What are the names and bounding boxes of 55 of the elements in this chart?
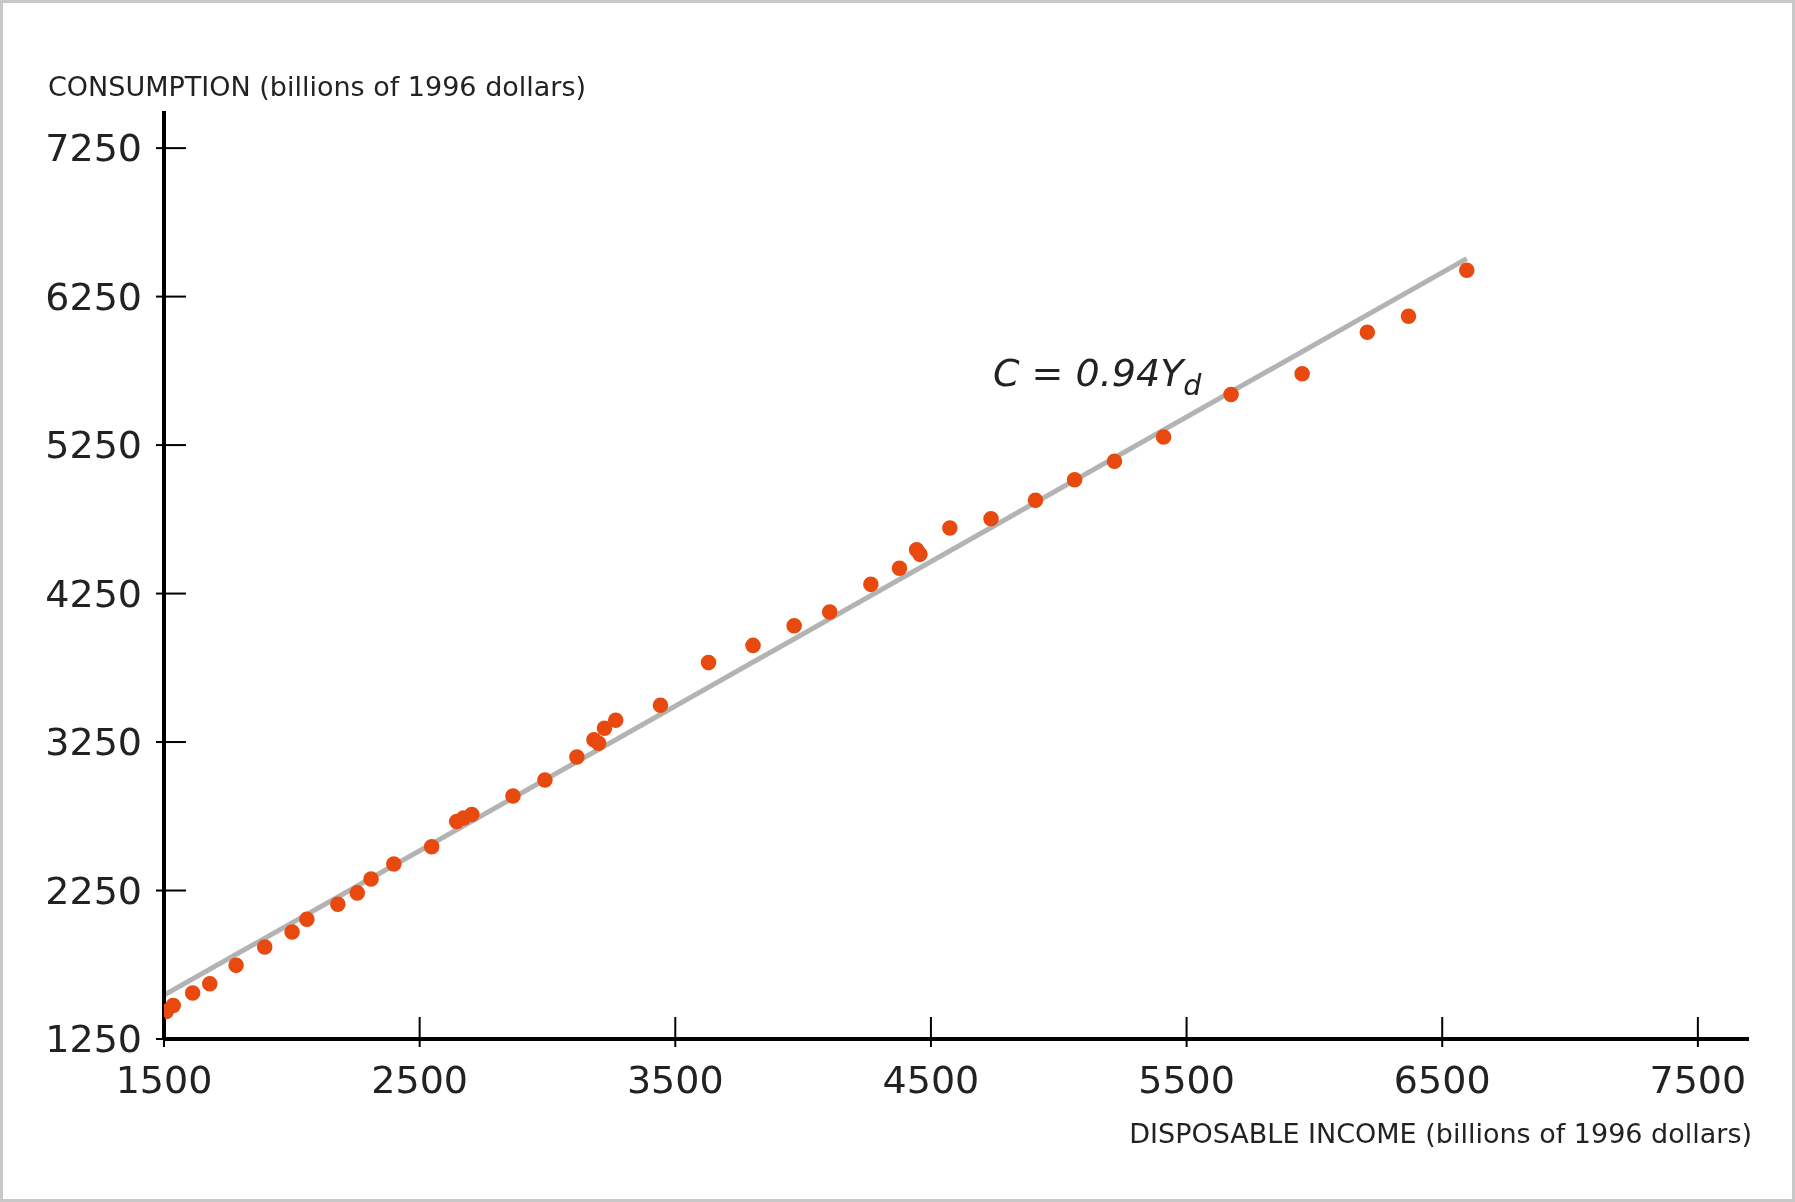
y-tick-label: 5250 xyxy=(45,423,142,468)
point xyxy=(863,576,879,593)
point xyxy=(1066,471,1083,488)
point xyxy=(165,997,181,1014)
point xyxy=(349,885,366,901)
x-axis-title: DISPOSABLE INCOME (billions of 1996 dollars) xyxy=(1129,1118,1752,1149)
point xyxy=(505,788,521,804)
point xyxy=(537,772,553,788)
x-tick-label: 2500 xyxy=(371,1058,468,1102)
y-tick-label: 1250 xyxy=(45,1017,142,1061)
point xyxy=(464,806,480,823)
y-tick-label: 4250 xyxy=(45,571,142,616)
y-tick-label: 2250 xyxy=(45,868,142,913)
x-tick-label: 5500 xyxy=(1138,1058,1235,1102)
y-axis-title: CONSUMPTION (billions of 1996 dollars) xyxy=(48,71,587,102)
point xyxy=(256,939,273,955)
point xyxy=(1106,453,1123,470)
point xyxy=(745,637,761,654)
point xyxy=(596,720,613,736)
point xyxy=(1400,308,1417,324)
point xyxy=(786,618,802,634)
point xyxy=(1155,429,1172,445)
x-tick-label: 1500 xyxy=(115,1058,213,1102)
point xyxy=(363,871,379,887)
point xyxy=(330,896,346,913)
point xyxy=(912,546,928,563)
point xyxy=(184,985,201,1001)
y-tick-label: 6250 xyxy=(45,274,142,319)
point xyxy=(891,560,908,576)
point xyxy=(386,856,402,872)
x-tick-label: 4500 xyxy=(882,1058,980,1102)
point xyxy=(1294,365,1310,382)
point xyxy=(1359,324,1376,340)
point xyxy=(607,712,624,728)
y-tick-label: 3250 xyxy=(45,720,142,765)
x-tick-label: 3500 xyxy=(626,1058,724,1102)
point xyxy=(299,911,315,928)
point xyxy=(1027,492,1044,509)
x-tick-label: 6500 xyxy=(1393,1058,1491,1102)
point xyxy=(821,604,838,620)
y-tick-label: 7250 xyxy=(45,126,142,171)
point xyxy=(201,976,218,992)
point xyxy=(983,510,999,527)
point xyxy=(228,957,244,974)
point xyxy=(942,520,958,536)
point xyxy=(590,735,607,751)
point xyxy=(652,697,669,713)
point xyxy=(284,924,300,940)
point xyxy=(569,749,585,765)
point xyxy=(1458,262,1475,278)
point xyxy=(1223,386,1239,403)
point xyxy=(423,838,440,855)
point xyxy=(700,654,717,671)
annotation: C = 0.94Y$_{d}$ xyxy=(993,351,1203,402)
x-tick-label: 7500 xyxy=(1649,1058,1747,1102)
